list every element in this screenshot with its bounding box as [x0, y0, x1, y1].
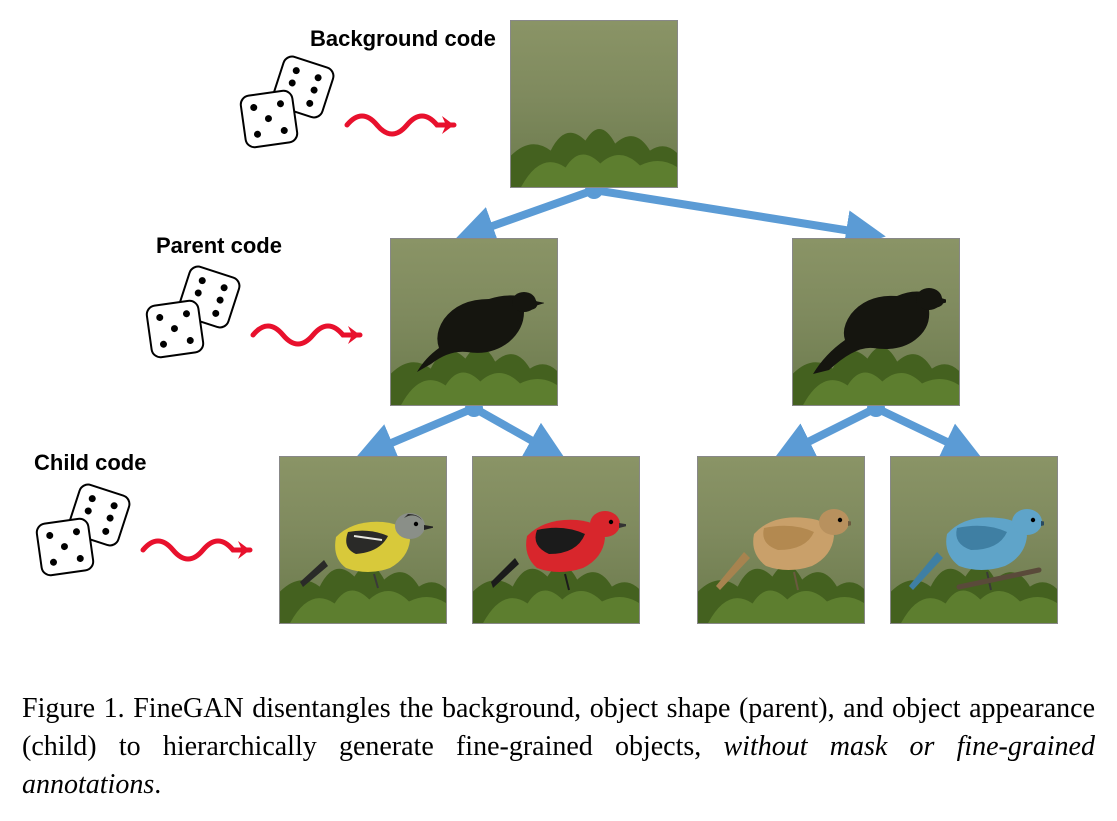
label-child: Child code	[34, 450, 146, 476]
dice-icon	[240, 60, 340, 150]
moss-icon	[511, 96, 678, 187]
caption-suffix: .	[154, 769, 161, 800]
dice-icon	[146, 270, 246, 360]
bird-icon	[716, 492, 851, 592]
bird-icon	[298, 492, 433, 592]
tile-parent-left	[390, 238, 558, 406]
dice-icon	[36, 488, 136, 578]
label-parent: Parent code	[156, 233, 282, 259]
wavy-arrow-icon	[138, 530, 268, 570]
label-background: Background code	[310, 26, 496, 52]
tile-child-1	[279, 456, 447, 624]
tile-child-3	[697, 456, 865, 624]
wavy-arrow-icon	[342, 105, 472, 145]
figure-caption: Figure 1. FineGAN disentangles the backg…	[22, 690, 1095, 803]
figure-diagram: Background code Parent code Child code	[0, 0, 1117, 690]
tile-child-4	[890, 456, 1058, 624]
tile-parent-right	[792, 238, 960, 406]
tile-child-2	[472, 456, 640, 624]
bird-icon	[909, 492, 1044, 592]
bird-silhouette-icon	[409, 274, 544, 374]
wavy-arrow-icon	[248, 315, 378, 355]
tile-background	[510, 20, 678, 188]
bird-silhouette-icon	[811, 274, 946, 374]
bird-icon	[491, 492, 626, 592]
